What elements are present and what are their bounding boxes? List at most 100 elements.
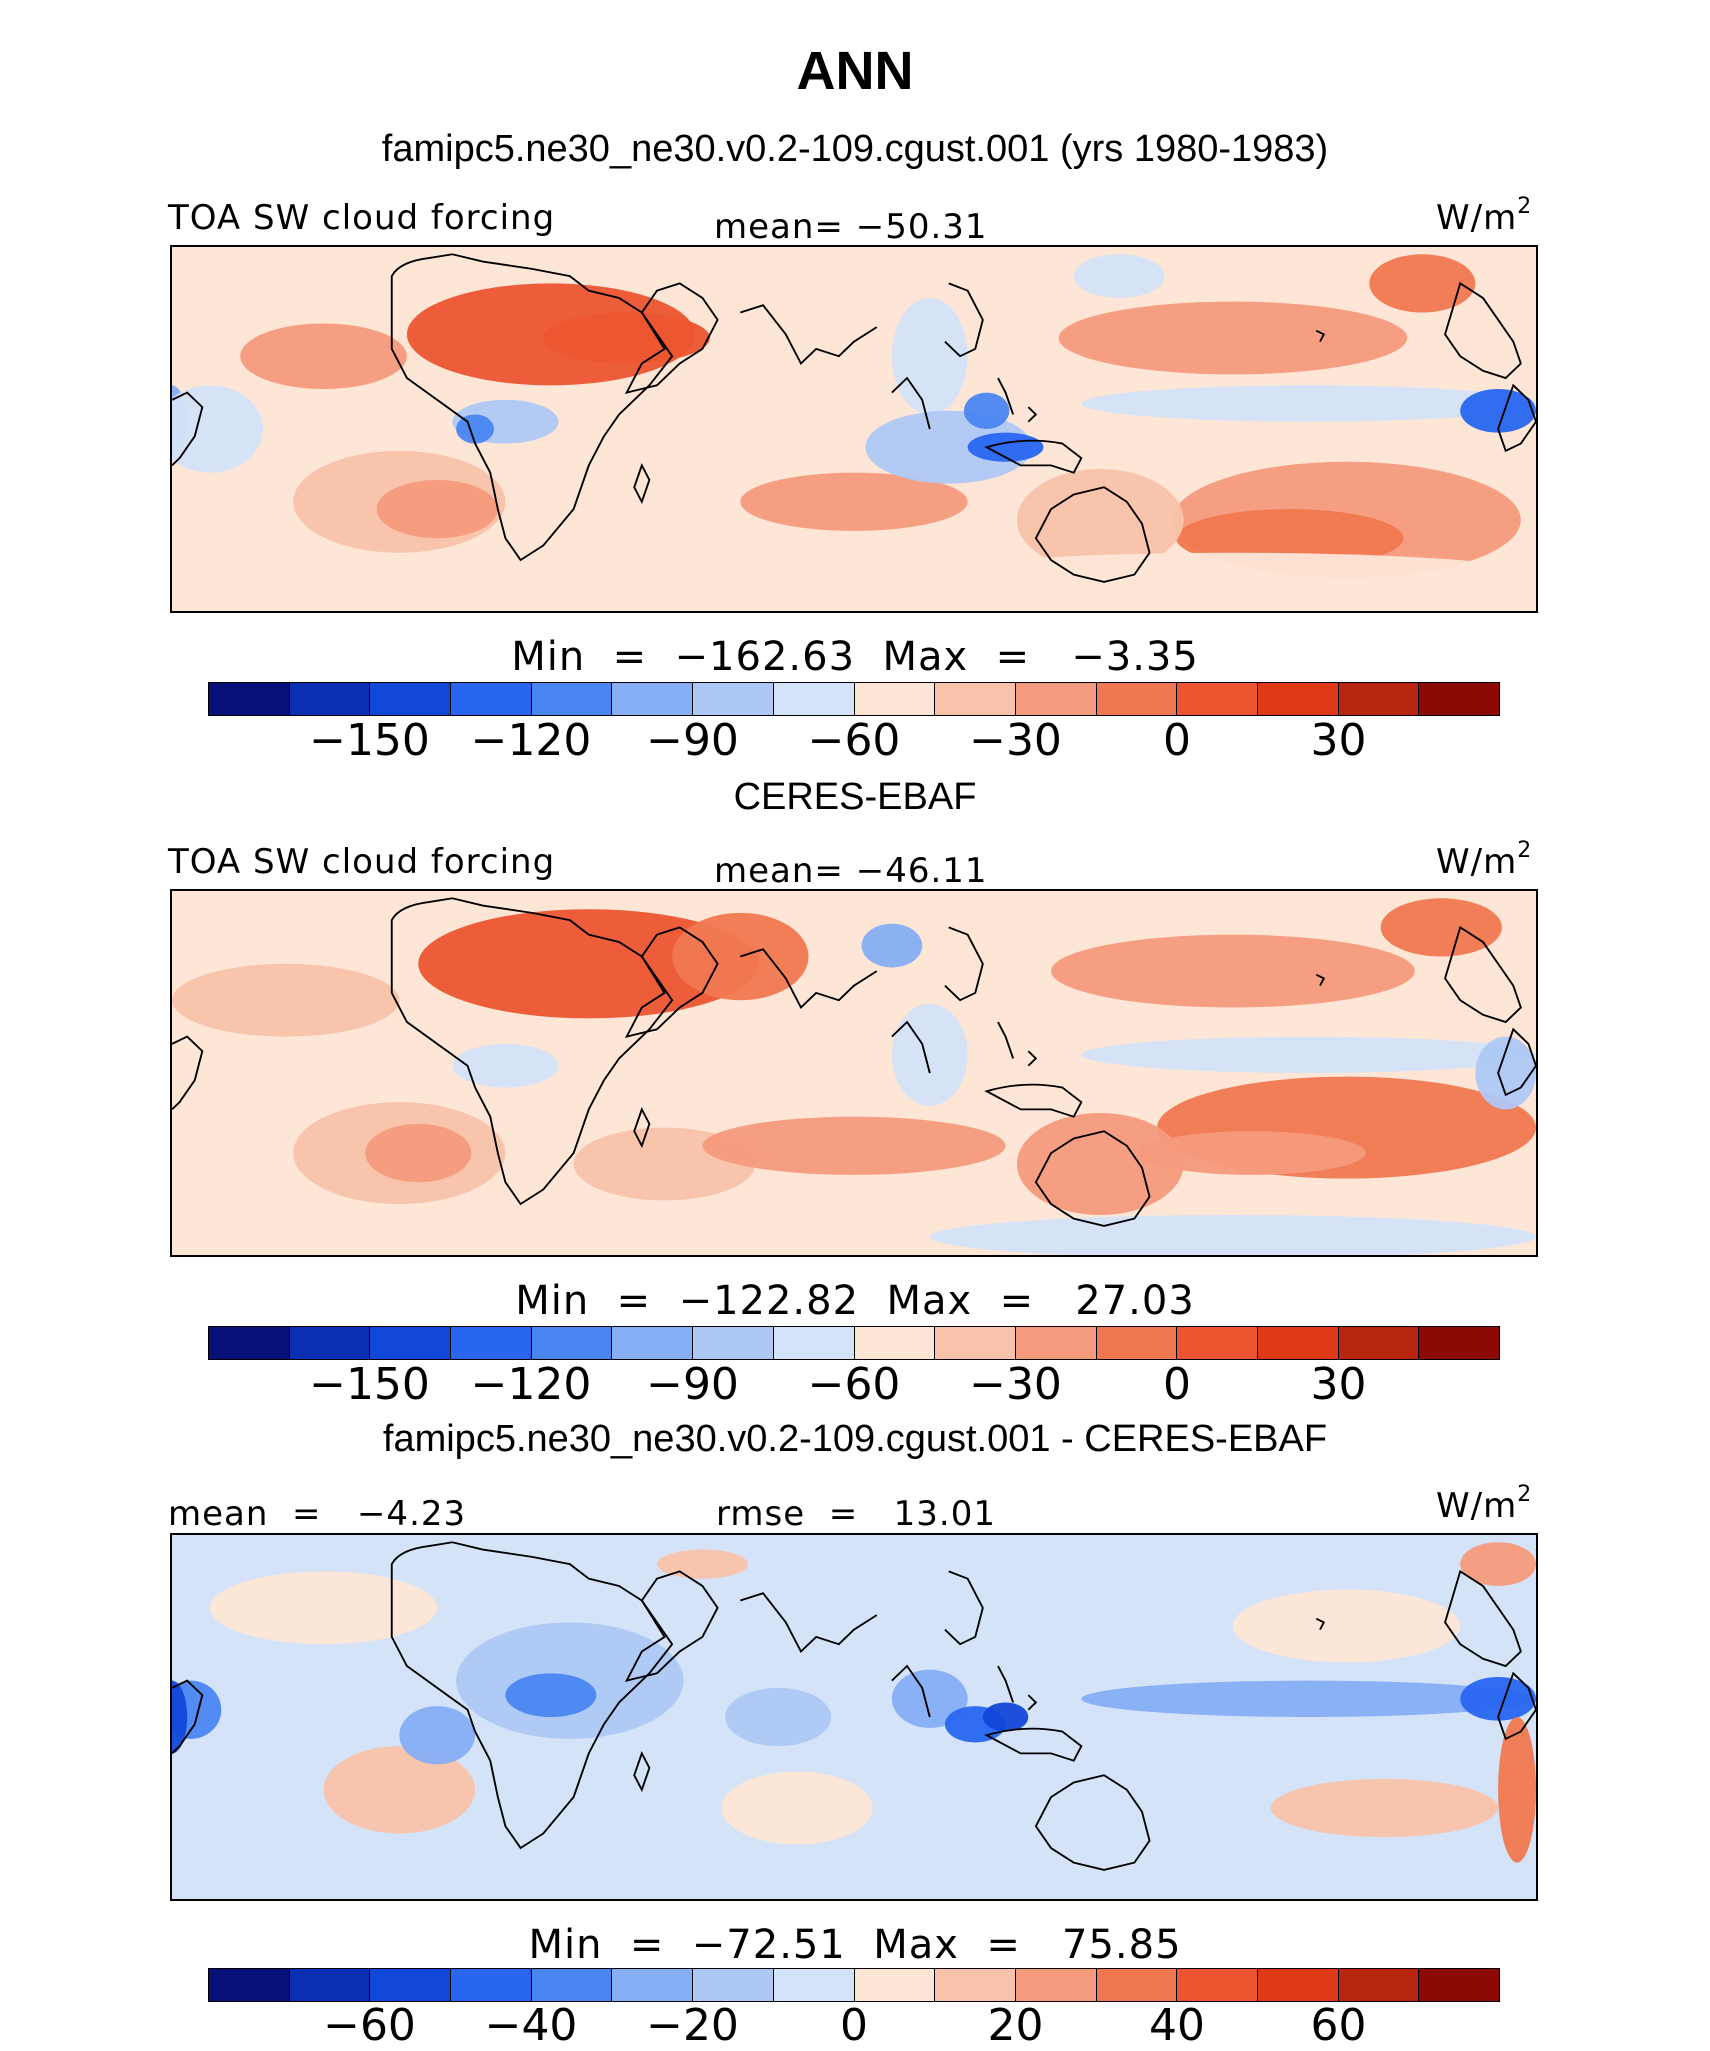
colorbar-swatch [1257, 683, 1339, 715]
colorbar-swatch [370, 1969, 452, 2001]
panel-unit-label: W/m2 [1436, 1482, 1533, 1526]
field-fill [172, 891, 1536, 1255]
colorbar-tick-label: 20 [987, 2000, 1044, 2051]
colorbar-swatch [370, 683, 452, 715]
colorbar-swatch [612, 683, 694, 715]
colorbar-swatch [1257, 1327, 1339, 1359]
panel-minmax: Min = −122.82 Max = 27.03 [515, 1278, 1195, 1324]
colorbar-swatch [1096, 1327, 1178, 1359]
colorbar-tick-label: −90 [646, 715, 739, 766]
colorbar-tick-label: −60 [323, 2000, 416, 2051]
panel-heading-diff: famipc5.ne30_ne30.v0.2-109.cgust.001 - C… [382, 1418, 1328, 1460]
colorbar-tick-label: 0 [1163, 715, 1191, 766]
colorbar-tick-label: 30 [1310, 715, 1367, 766]
colorbar-swatch [693, 1969, 774, 2001]
colorbar-ticks-model: −150 −120 −90 −60 −30 0 30 [208, 715, 1500, 766]
colorbar-tick-label: −120 [470, 1359, 592, 1410]
colorbar-ticks-observations: −150 −120 −90 −60 −30 0 30 [208, 1359, 1500, 1410]
colorbar-swatch [1419, 1969, 1499, 2001]
colorbar-swatch [1015, 1969, 1097, 2001]
map-model [170, 245, 1538, 613]
colorbar-swatch [451, 1969, 532, 2001]
colorbar-observations [208, 1326, 1500, 1360]
colorbar-swatch [854, 1969, 936, 2001]
colorbar-swatch [209, 1327, 290, 1359]
colorbar-tick-label: 0 [840, 2000, 868, 2051]
colorbar-swatch [1015, 1327, 1097, 1359]
panel-variable-label: TOA SW cloud forcing [168, 842, 556, 882]
panel-unit-label: W/m2 [1436, 194, 1533, 238]
figure-title: ANN [796, 41, 914, 101]
colorbar-swatch [531, 1327, 613, 1359]
colorbar-swatch [935, 1327, 1016, 1359]
colorbar-swatch [612, 1969, 694, 2001]
colorbar-swatch [935, 1969, 1016, 2001]
colorbar-tick-label: 30 [1310, 1359, 1367, 1410]
map-observations [170, 889, 1538, 1257]
colorbar-ticks-difference: −60 −40 −20 0 20 40 60 [208, 2000, 1500, 2051]
panel-heading-obs: CERES-EBAF [733, 776, 977, 818]
colorbar-swatch [1419, 1327, 1499, 1359]
colorbar-swatch [1096, 683, 1178, 715]
colorbar-swatch [289, 683, 371, 715]
panel-unit-label: W/m2 [1436, 838, 1533, 882]
colorbar-swatch [854, 1327, 936, 1359]
colorbar-tick-label: −60 [807, 1359, 901, 1410]
panel-minmax: Min = −162.63 Max = −3.35 [511, 634, 1199, 680]
field-fill [172, 1535, 1536, 1899]
colorbar-swatch [1177, 683, 1258, 715]
colorbar-tick-label: 60 [1310, 2000, 1367, 2051]
colorbar-tick-label: −90 [646, 1359, 739, 1410]
colorbar-tick-label: −40 [484, 2000, 578, 2051]
panel-minmax: Min = −72.51 Max = 75.85 [528, 1922, 1182, 1968]
coastlines [172, 1541, 1536, 1871]
colorbar-swatch [1177, 1327, 1258, 1359]
panel-variable-label: TOA SW cloud forcing [168, 198, 556, 238]
colorbar-swatch [451, 683, 532, 715]
colorbar-model [208, 682, 1500, 716]
panel-rmse-label: rmse = 13.01 [716, 1494, 996, 1534]
colorbar-tick-label: −30 [969, 715, 1062, 766]
colorbar-swatch [1177, 1969, 1258, 2001]
colorbar-swatch [370, 1327, 452, 1359]
colorbar-swatch [1015, 683, 1097, 715]
colorbar-swatch [693, 1327, 774, 1359]
colorbar-swatch [451, 1327, 532, 1359]
panel-mean-label: mean= −46.11 [714, 851, 988, 891]
colorbar-swatch [693, 683, 774, 715]
colorbar-swatch [209, 1969, 290, 2001]
colorbar-swatch [854, 683, 936, 715]
colorbar-swatch [531, 683, 613, 715]
colorbar-swatch [1338, 1969, 1420, 2001]
colorbar-swatch [612, 1327, 694, 1359]
colorbar-swatch [773, 683, 855, 715]
colorbar-swatch [773, 1969, 855, 2001]
colorbar-tick-label: −150 [309, 715, 430, 766]
colorbar-swatch [773, 1327, 855, 1359]
colorbar-tick-label: 40 [1149, 2000, 1205, 2051]
coastlines [172, 897, 1536, 1227]
colorbar-tick-label: −60 [807, 715, 901, 766]
colorbar-difference [208, 1968, 1500, 2002]
map-difference [170, 1533, 1538, 1901]
panel-mean-label: mean = −4.23 [168, 1494, 467, 1534]
colorbar-tick-label: −150 [309, 1359, 430, 1410]
panel-mean-label: mean= −50.31 [714, 207, 988, 247]
colorbar-tick-label: 0 [1163, 1359, 1191, 1410]
colorbar-swatch [289, 1969, 371, 2001]
colorbar-swatch [1096, 1969, 1178, 2001]
colorbar-swatch [209, 683, 290, 715]
colorbar-tick-label: −20 [646, 2000, 739, 2051]
coastlines [172, 253, 1536, 583]
colorbar-swatch [531, 1969, 613, 2001]
figure-subtitle: famipc5.ne30_ne30.v0.2-109.cgust.001 (yr… [381, 128, 1329, 170]
colorbar-swatch [289, 1327, 371, 1359]
colorbar-swatch [1257, 1969, 1339, 2001]
colorbar-swatch [1419, 683, 1499, 715]
colorbar-tick-label: −120 [470, 715, 592, 766]
colorbar-tick-label: −30 [969, 1359, 1062, 1410]
colorbar-swatch [1338, 1327, 1420, 1359]
colorbar-swatch [935, 683, 1016, 715]
field-fill [172, 247, 1536, 611]
colorbar-swatch [1338, 683, 1420, 715]
